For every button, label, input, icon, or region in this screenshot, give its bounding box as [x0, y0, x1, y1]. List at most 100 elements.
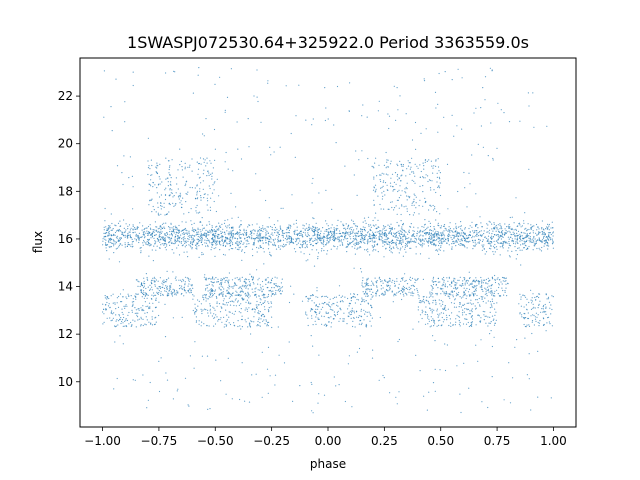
data-point: [401, 204, 403, 206]
data-point: [242, 284, 244, 286]
data-point: [354, 253, 356, 255]
data-point: [265, 239, 267, 241]
data-point: [298, 238, 300, 240]
data-point: [425, 234, 427, 236]
data-point: [486, 223, 488, 225]
data-point: [405, 237, 407, 239]
data-point: [334, 245, 336, 248]
data-point: [455, 295, 457, 297]
data-point: [382, 185, 384, 187]
data-point: [132, 240, 134, 243]
data-point: [203, 299, 205, 301]
data-point: [438, 237, 440, 239]
data-point: [468, 313, 470, 315]
data-point: [147, 234, 149, 236]
data-point: [389, 285, 391, 287]
data-point: [423, 229, 425, 231]
data-point: [458, 323, 460, 325]
data-point: [139, 222, 141, 224]
data-point: [438, 299, 440, 301]
data-point: [256, 233, 258, 235]
data-point: [534, 245, 536, 247]
data-point: [271, 229, 273, 231]
data-point: [408, 237, 410, 239]
data-point: [176, 227, 178, 229]
data-point: [216, 178, 218, 180]
data-point: [398, 290, 400, 292]
data-point: [551, 221, 553, 223]
data-point: [213, 200, 215, 203]
data-point: [463, 311, 465, 313]
data-point: [309, 295, 312, 297]
data-point: [551, 325, 554, 327]
data-point: [288, 229, 290, 231]
data-point: [177, 244, 179, 246]
data-point: [276, 231, 278, 233]
data-point: [481, 226, 483, 228]
data-point: [130, 237, 132, 239]
data-point: [213, 238, 215, 240]
data-point: [391, 240, 393, 242]
data-point: [391, 173, 394, 175]
data-point: [471, 325, 473, 327]
data-point: [360, 238, 362, 240]
data-point: [486, 286, 489, 288]
data-point: [184, 283, 186, 285]
data-point: [104, 297, 106, 299]
data-point: [127, 232, 129, 235]
data-point: [203, 227, 205, 229]
data-point: [190, 291, 192, 294]
data-point: [190, 241, 192, 243]
data-point: [267, 277, 269, 279]
data-point: [316, 239, 318, 241]
data-point: [149, 227, 152, 229]
data-point: [272, 244, 274, 246]
data-point: [387, 280, 389, 283]
data-point: [189, 234, 191, 236]
data-point: [227, 219, 229, 221]
data-point: [411, 139, 414, 141]
data-point: [204, 308, 206, 310]
data-point: [464, 308, 466, 310]
data-point: [198, 212, 200, 214]
data-point: [535, 223, 538, 226]
data-point: [348, 312, 350, 314]
data-point: [273, 240, 275, 242]
data-point: [525, 227, 527, 229]
data-point: [111, 222, 113, 225]
data-point: [240, 220, 242, 222]
data-point: [365, 282, 367, 284]
data-point: [493, 324, 496, 326]
data-point: [431, 280, 433, 282]
data-point: [478, 238, 480, 241]
data-point: [442, 225, 445, 227]
data-point: [380, 285, 382, 287]
data-point: [157, 206, 159, 208]
data-point: [187, 235, 189, 237]
data-point: [384, 280, 386, 282]
data-point: [432, 278, 434, 280]
data-point: [322, 295, 324, 297]
data-point: [420, 234, 422, 236]
data-point: [288, 224, 290, 226]
data-point: [468, 277, 471, 280]
data-point: [178, 254, 181, 256]
data-point: [153, 281, 155, 283]
data-point: [455, 228, 458, 230]
data-point: [152, 181, 154, 184]
data-point: [219, 311, 222, 313]
data-point: [229, 300, 231, 303]
data-point: [219, 249, 221, 251]
data-point: [350, 231, 352, 233]
data-point: [109, 317, 111, 319]
data-point: [495, 311, 497, 313]
data-point: [238, 232, 240, 234]
data-point: [106, 298, 108, 300]
data-point: [193, 295, 195, 297]
data-point: [340, 240, 342, 242]
data-point: [206, 224, 208, 226]
data-point: [202, 173, 204, 175]
data-point: [401, 242, 403, 244]
data-point: [348, 231, 350, 233]
data-point: [440, 246, 442, 248]
